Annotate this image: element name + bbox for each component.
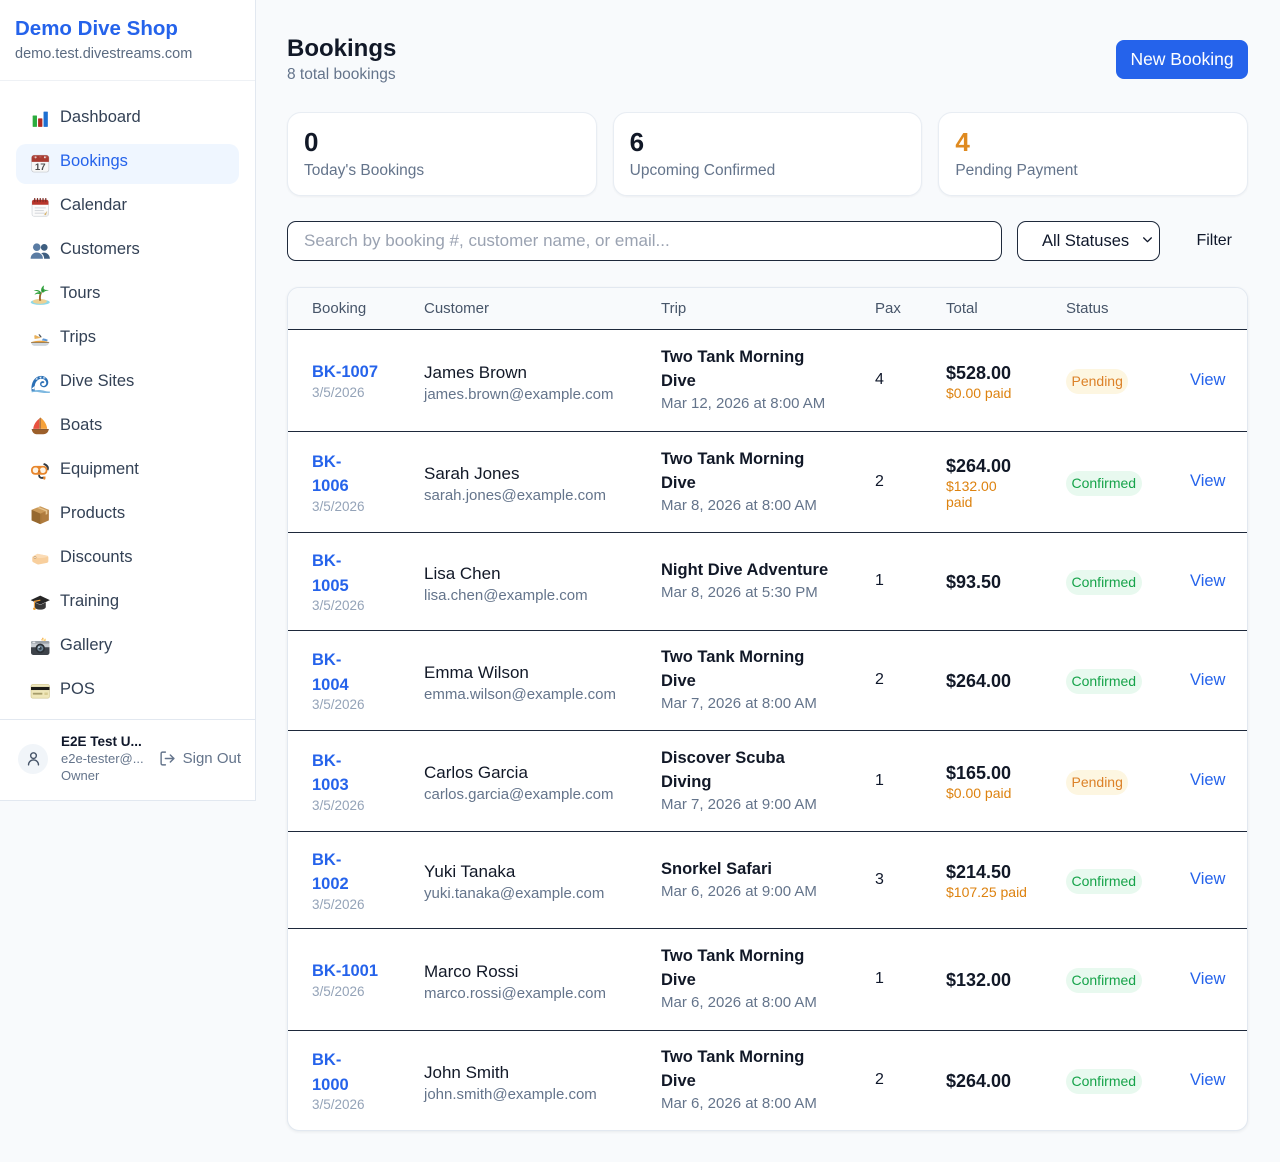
svg-text:17: 17	[35, 162, 46, 173]
